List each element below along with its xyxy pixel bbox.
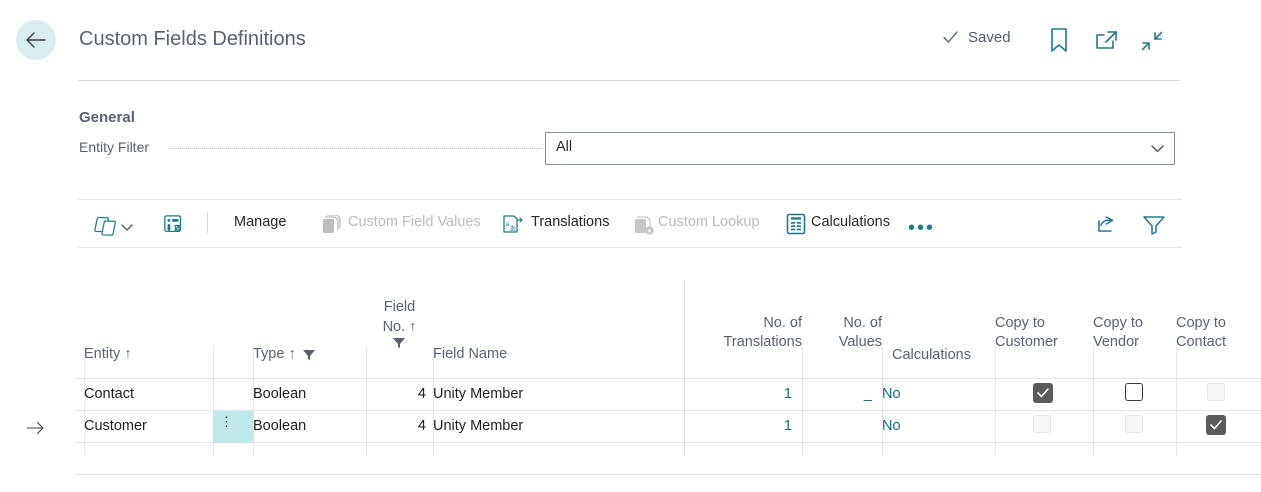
svg-text:あ: あ <box>510 225 517 233</box>
